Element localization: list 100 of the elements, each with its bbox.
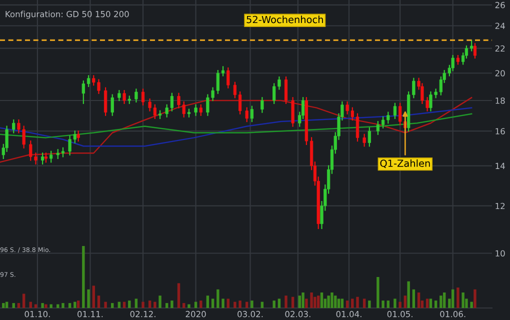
candlestick: [470, 40, 474, 52]
bar: [22, 294, 26, 308]
x-tick-label: 01.06.: [440, 310, 466, 318]
bar: [272, 300, 276, 308]
bar: [334, 296, 337, 308]
line-series: [0, 107, 472, 147]
bar: [340, 298, 344, 308]
bar: [351, 298, 354, 308]
bar: [200, 300, 202, 308]
bar: [17, 303, 20, 308]
bar: [305, 298, 308, 308]
bar: [222, 298, 224, 308]
bar: [128, 300, 131, 308]
x-tick-label: 01.11.: [78, 310, 103, 318]
candlestick: [393, 102, 397, 119]
ref-line-label: 52-Wochenhoch: [246, 16, 323, 24]
bar: [346, 300, 349, 308]
x-tick-label: 01.04.: [336, 310, 362, 318]
bar: [211, 298, 214, 308]
y-tick-label: 26: [495, 2, 505, 8]
bar: [148, 300, 152, 308]
bar: [368, 300, 371, 308]
y-tick-label: 14: [496, 162, 505, 169]
candlestick: [82, 80, 85, 104]
y-tick-label: 20: [495, 70, 505, 76]
bar: [111, 303, 114, 308]
bar: [76, 300, 80, 308]
bar: [417, 292, 420, 308]
x-tick-label: 01.05.: [387, 310, 412, 318]
bar: [216, 289, 220, 308]
bar: [284, 296, 288, 308]
bar: [92, 286, 95, 308]
bar: [310, 292, 313, 308]
y-tick-label: 22: [495, 45, 505, 52]
candlestick: [376, 120, 380, 135]
x-tick-label: 01.10.: [24, 310, 50, 318]
x-tick-label: 2020: [186, 310, 206, 318]
y-tick-label: 18: [496, 97, 505, 104]
bar: [434, 300, 438, 308]
bar: [291, 296, 294, 308]
candlestick: [260, 97, 264, 113]
line-series: [0, 113, 472, 138]
bar: [68, 303, 72, 308]
bar: [74, 302, 76, 308]
candlestick: [12, 119, 16, 134]
bar: [440, 296, 442, 308]
y-tick-label: 24: [495, 22, 505, 29]
candlestick: [170, 92, 174, 112]
bar: [87, 289, 90, 308]
bar: [362, 298, 366, 308]
candlestick: [76, 130, 80, 142]
bar: [44, 304, 48, 308]
candlestick: [104, 87, 108, 116]
bar: [314, 296, 316, 308]
bar: [238, 300, 242, 308]
bar: [206, 296, 210, 308]
bar: [134, 298, 138, 308]
bar: [462, 292, 464, 308]
bar: [451, 289, 454, 308]
bar: [170, 300, 174, 308]
bar: [82, 246, 85, 308]
candlestick: [291, 97, 294, 127]
bar: [165, 303, 168, 308]
x-tick-label: 02.12.: [130, 310, 156, 318]
bar: [188, 304, 190, 308]
bar: [394, 298, 396, 308]
bar: [154, 302, 156, 308]
candlestick: [245, 107, 248, 122]
bar: [398, 302, 402, 308]
bar: [426, 298, 429, 308]
bar: [182, 303, 186, 308]
bar: [376, 277, 380, 308]
candlestick: [122, 90, 126, 104]
bar: [327, 296, 330, 308]
text: Konfiguration: GD 50 150 200: [6, 10, 129, 19]
bar: [41, 303, 44, 308]
candlestick: [118, 90, 121, 102]
bar: [442, 292, 446, 308]
bar: [62, 303, 64, 308]
candlestick: [356, 113, 360, 142]
bar: [298, 296, 301, 308]
candlestick: [284, 76, 288, 104]
bar: [404, 296, 407, 308]
candlestick: [238, 91, 242, 114]
bar: [474, 289, 476, 308]
bar: [330, 292, 334, 308]
bar: [429, 298, 432, 308]
annotation: Q1-Zahlen: [380, 159, 430, 168]
bar: [142, 302, 144, 308]
bar: [278, 298, 281, 308]
candlestick: [194, 104, 198, 116]
bar: [412, 289, 416, 308]
bar: [177, 283, 180, 308]
bar: [104, 302, 107, 308]
bar: [2, 303, 5, 308]
y-tick-label: 16: [496, 128, 505, 134]
y-tick-label: 12: [496, 202, 505, 210]
y-tick-label: 10: [496, 250, 505, 257]
candlestick: [165, 104, 168, 118]
bar: [12, 303, 15, 308]
